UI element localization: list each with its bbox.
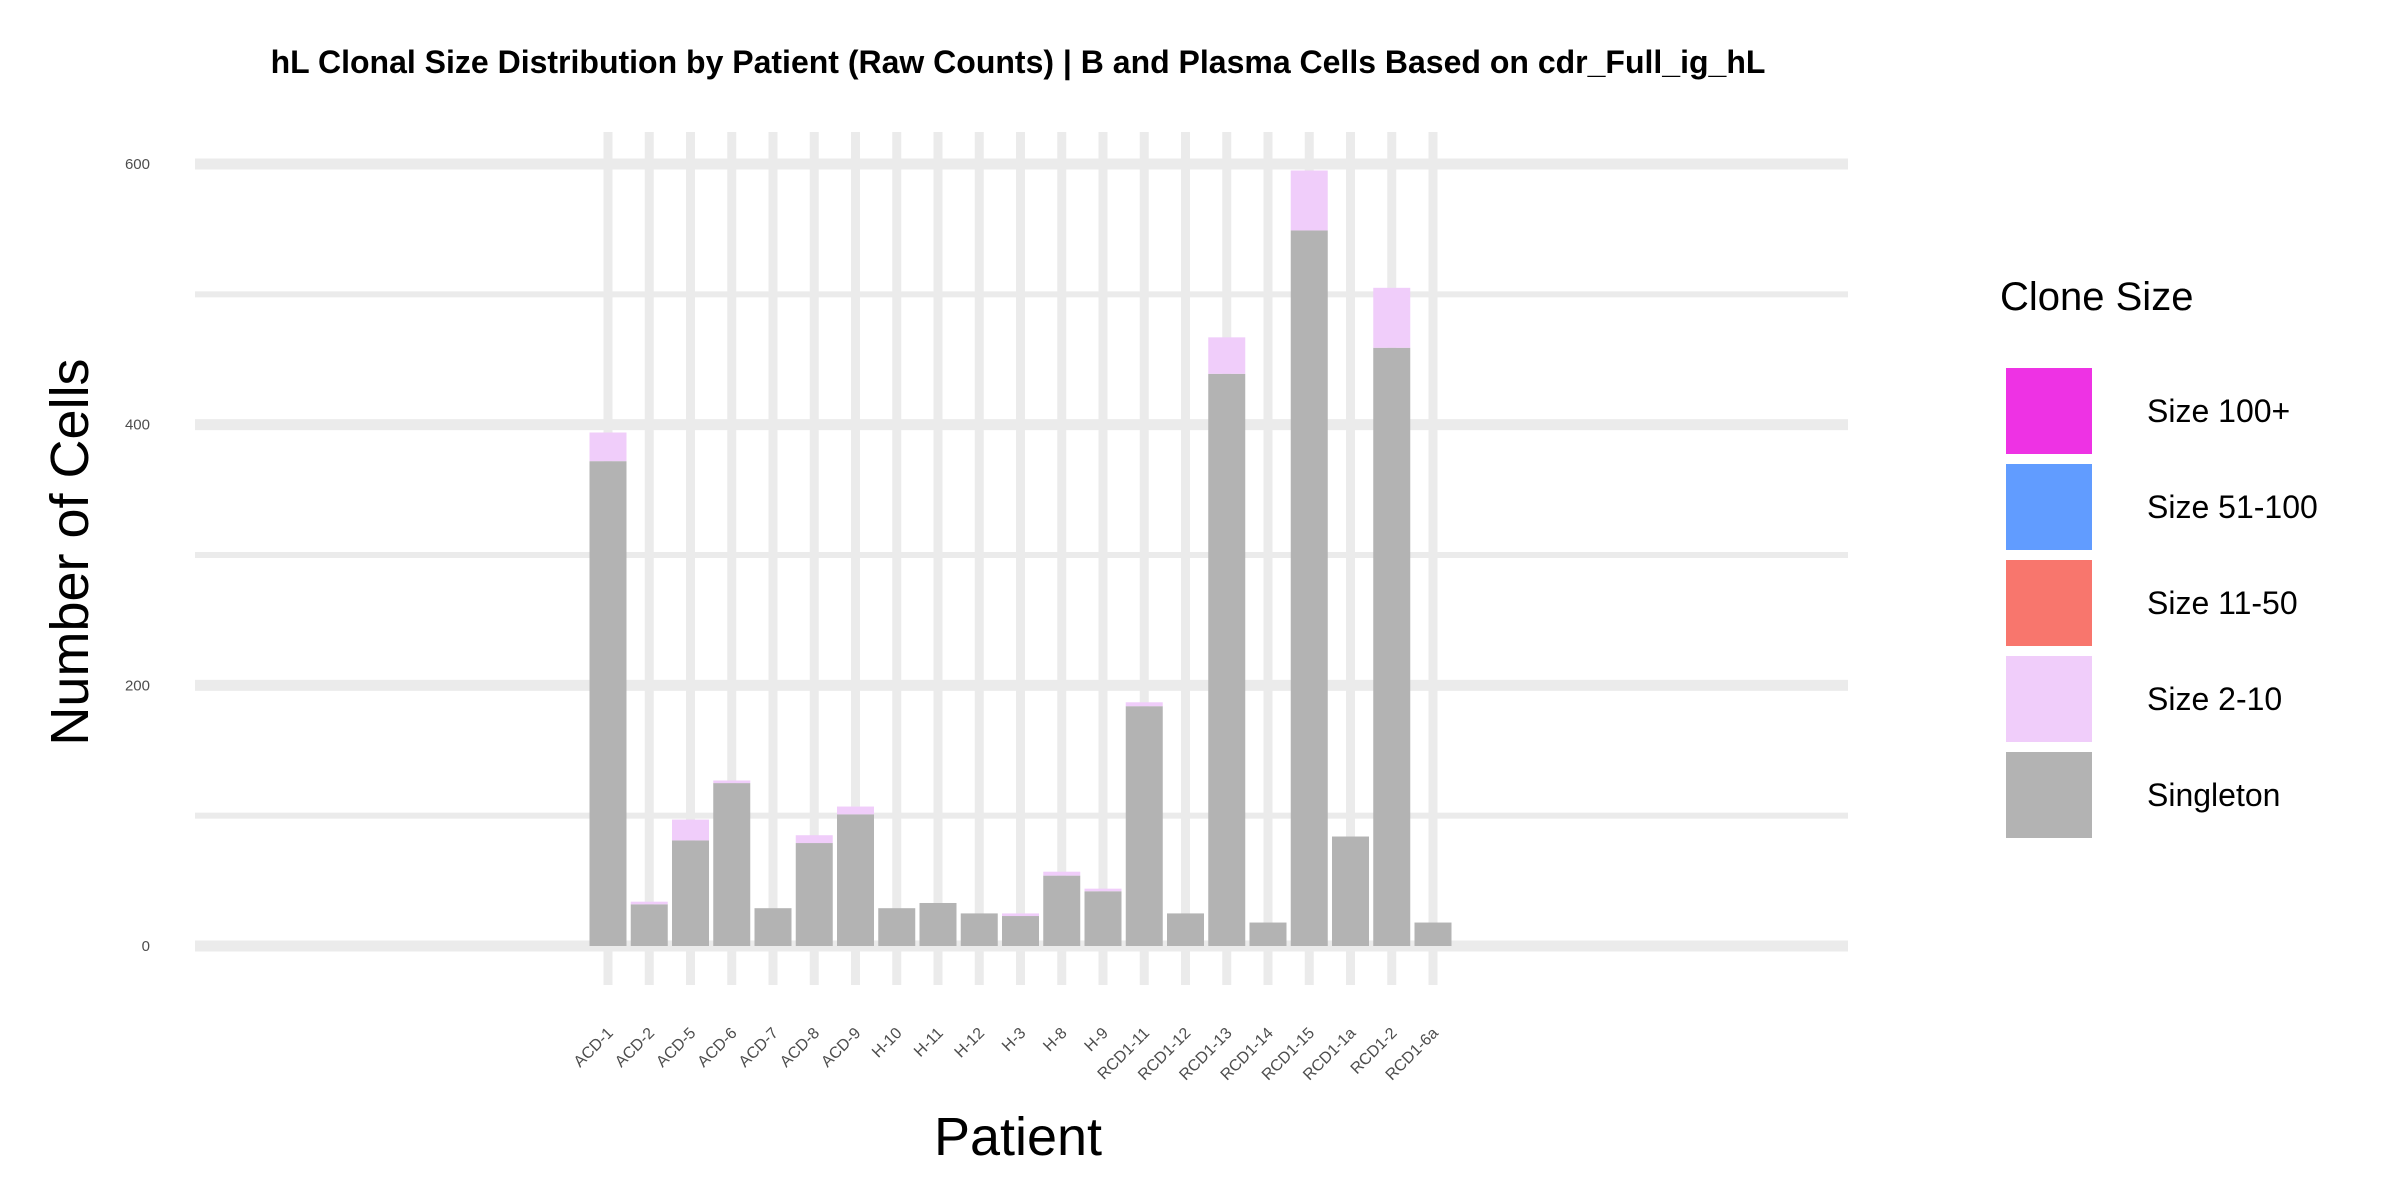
x-tick-label: H-3 (999, 1025, 1029, 1055)
x-tick-label: ACD-7 (736, 1025, 782, 1071)
bar-size-2-10 (837, 806, 874, 815)
bar-singleton (960, 913, 998, 946)
x-tick-label: H-11 (911, 1025, 947, 1061)
bar-singleton (630, 904, 668, 946)
x-tick-label: H-8 (1040, 1025, 1070, 1055)
x-tick-label: H-9 (1082, 1025, 1112, 1055)
y-axis-title: Number of Cells (40, 358, 100, 745)
legend-label-size-100-: Size 100+ (2147, 393, 2290, 429)
legend-swatch-size-2-10 (2006, 656, 2092, 742)
bar-singleton (1332, 836, 1369, 946)
bar-singleton (1414, 922, 1452, 946)
bar-size-2-10 (795, 835, 833, 844)
bar-size-2-10 (1208, 337, 1246, 374)
bar-size-2-10 (1084, 888, 1122, 892)
legend-label-singleton: Singleton (2147, 777, 2280, 813)
bar-singleton (1290, 230, 1328, 947)
bars-layer (589, 170, 1452, 947)
legend-title: Clone Size (2000, 275, 2193, 319)
legend-swatch-size-100- (2006, 368, 2092, 454)
bar-size-2-10 (1002, 913, 1039, 917)
bar-size-2-10 (713, 780, 751, 784)
bar-singleton (795, 843, 833, 946)
legend-swatch-singleton (2006, 752, 2092, 838)
legend-swatch-size-11-50 (2006, 560, 2092, 646)
bar-singleton (878, 908, 916, 946)
y-tick-label: 0 (142, 938, 150, 955)
x-tick-label: H-10 (869, 1025, 906, 1062)
bar-size-2-10 (1290, 170, 1328, 231)
bar-singleton (919, 902, 957, 946)
x-tick-label: ACD-2 (612, 1025, 658, 1071)
bar-singleton (1208, 373, 1246, 946)
bar-singleton (1125, 706, 1163, 946)
bar-singleton (1084, 891, 1122, 946)
bar-size-2-10 (1373, 287, 1411, 348)
legend-items: Size 100+ Size 51-100 Size 11-50 Size 2-10 S… (2006, 368, 2318, 838)
chart-title: hL Clonal Size Distribution by Patient (… (271, 44, 1766, 80)
grid-layer (195, 132, 1848, 985)
bar-singleton (1249, 922, 1287, 946)
bar-singleton (837, 814, 874, 946)
legend-swatch-size-51-100 (2006, 464, 2092, 550)
legend: Clone Size Size 100+ Size 51-100 Size 11-5… (2000, 275, 2318, 838)
x-tick-label: ACD-1 (571, 1025, 617, 1071)
bar-size-2-10 (630, 901, 668, 905)
bar-singleton (713, 783, 751, 946)
bar-singleton (589, 461, 627, 946)
bar-size-2-10 (1125, 702, 1163, 707)
x-tick-label: ACD-8 (777, 1025, 823, 1071)
bar-singleton (1373, 347, 1411, 946)
x-axis-title: Patient (934, 1107, 1102, 1167)
x-tick-label: ACD-9 (818, 1025, 864, 1071)
bar-singleton (754, 908, 792, 946)
legend-label-size-51-100: Size 51-100 (2147, 489, 2318, 525)
bar-singleton (1167, 913, 1204, 946)
legend-label-size-2-10: Size 2-10 (2147, 681, 2282, 717)
y-axis-ticks: 0 200 400 600 (125, 156, 150, 955)
x-tick-label: ACD-6 (695, 1025, 741, 1071)
legend-label-size-11-50: Size 11-50 (2147, 585, 2298, 621)
bar-singleton (1002, 916, 1039, 946)
bar-size-2-10 (672, 819, 709, 841)
bar-singleton (1043, 875, 1081, 946)
y-tick-label: 400 (125, 417, 150, 434)
x-tick-label: H-12 (952, 1025, 989, 1062)
bar-size-2-10 (589, 432, 627, 462)
bar-singleton (672, 840, 709, 946)
x-tick-label: ACD-5 (653, 1025, 699, 1071)
y-tick-label: 200 (125, 677, 150, 694)
bar-size-2-10 (1043, 871, 1081, 876)
y-tick-label: 600 (125, 156, 150, 173)
